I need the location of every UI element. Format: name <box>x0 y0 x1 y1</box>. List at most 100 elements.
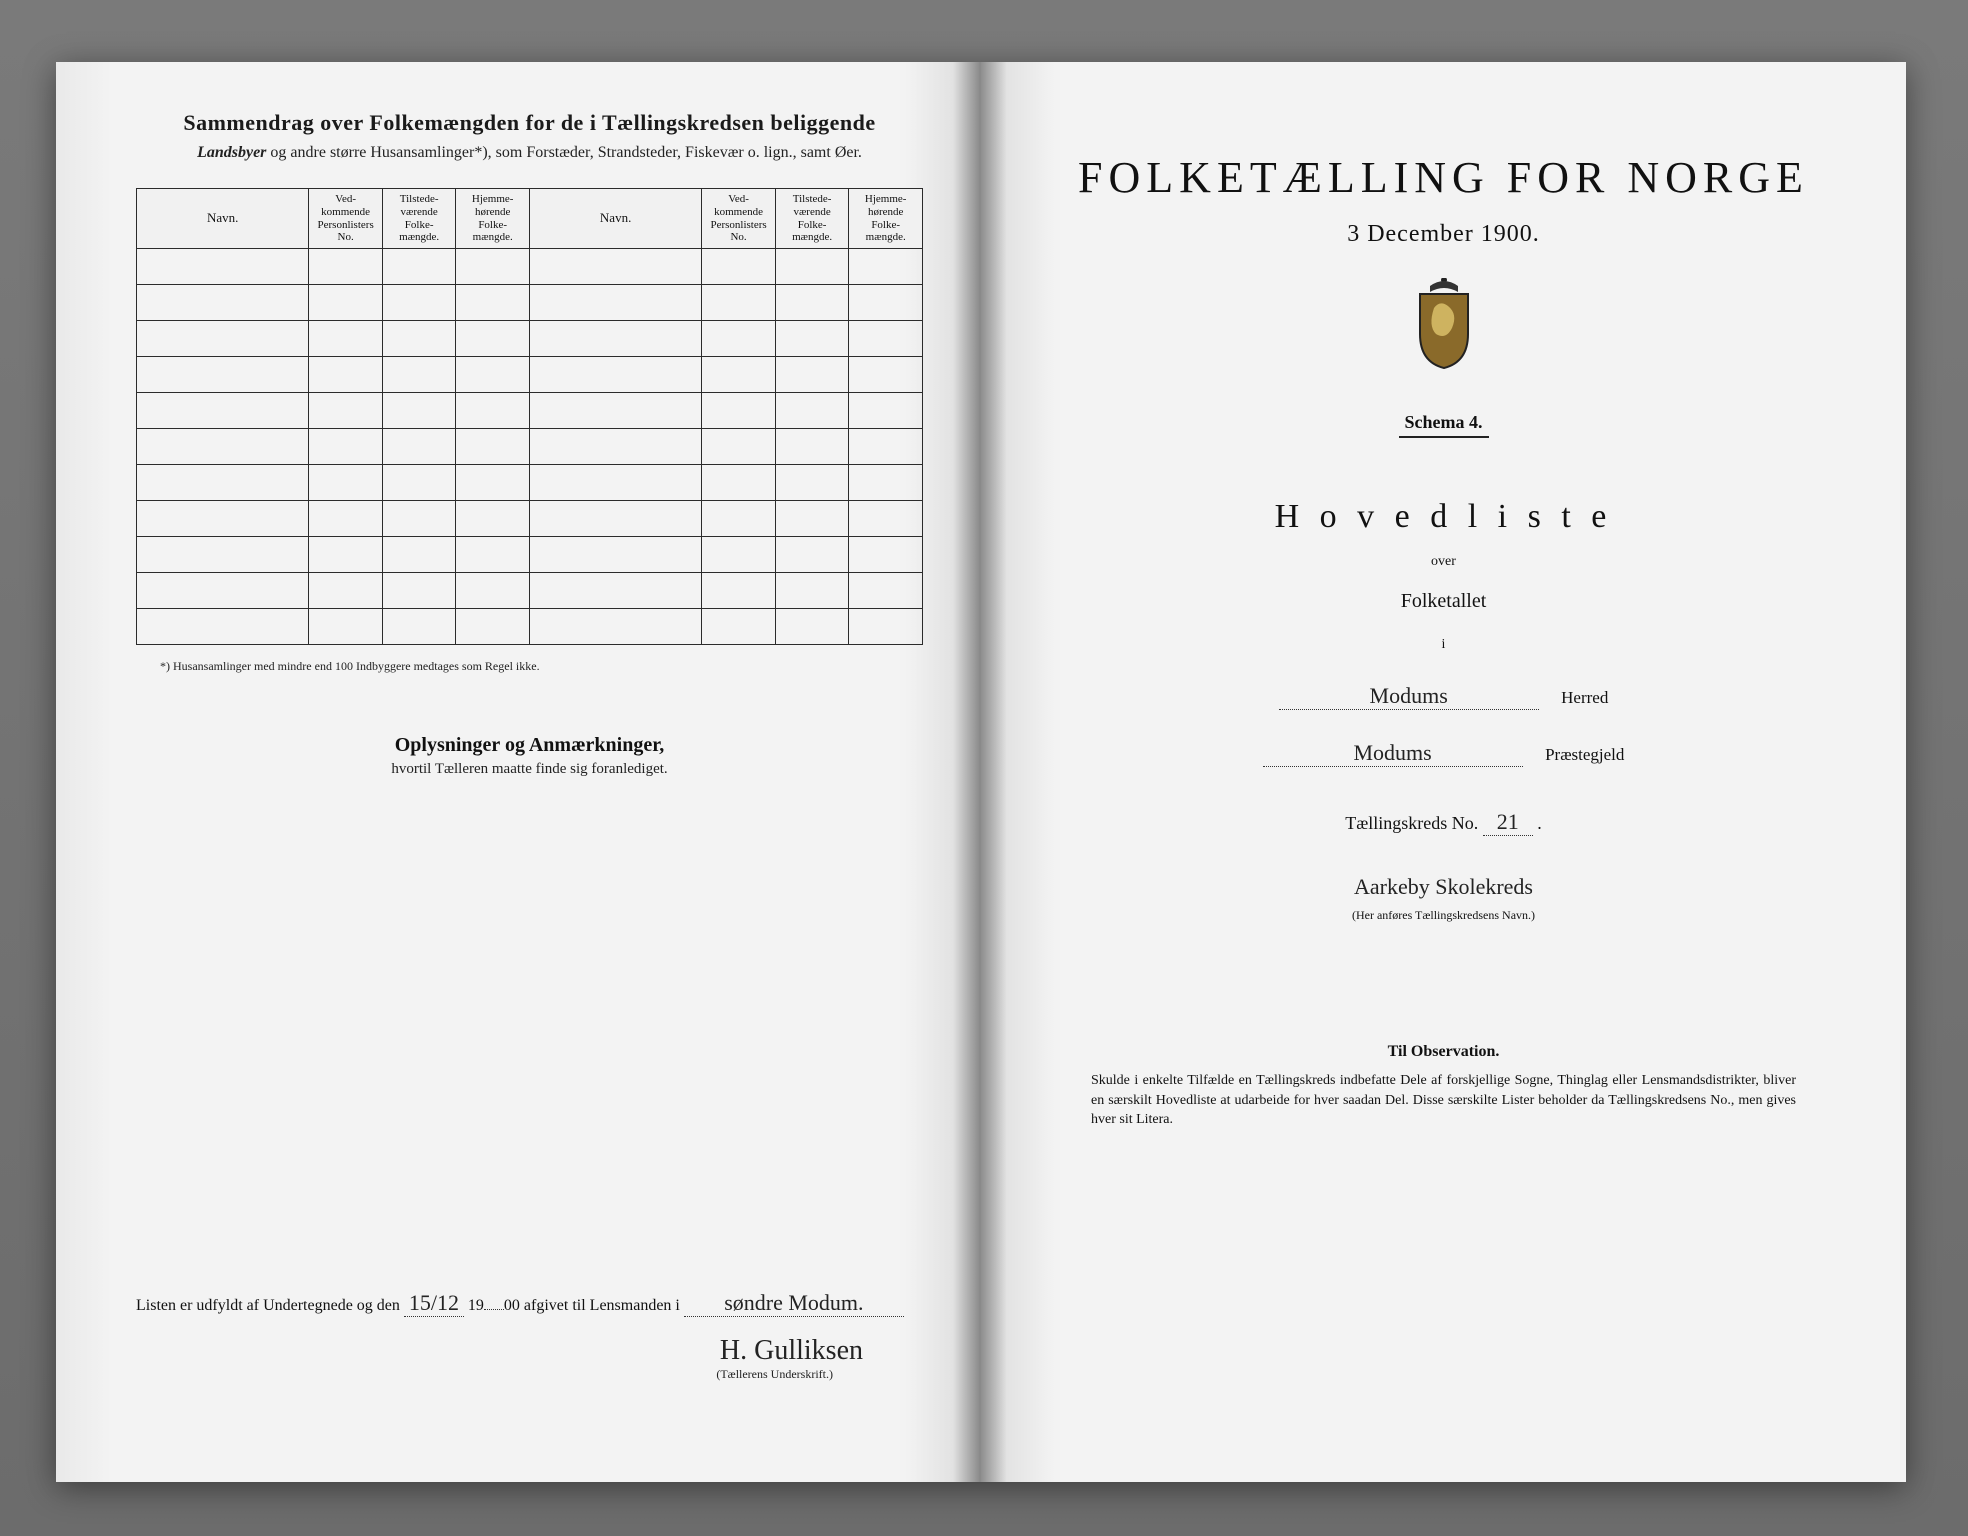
kreds-period: . <box>1537 813 1542 833</box>
table-cell <box>529 608 701 644</box>
praestegjeld-label: Præstegjeld <box>1545 745 1624 765</box>
spine-shadow-left <box>953 62 979 1482</box>
table-cell <box>137 248 309 284</box>
table-cell <box>775 284 849 320</box>
table-cell <box>529 500 701 536</box>
table-row <box>137 284 923 320</box>
table-cell <box>775 320 849 356</box>
table-cell <box>137 572 309 608</box>
table-cell <box>137 320 309 356</box>
table-cell <box>775 392 849 428</box>
table-cell <box>456 608 530 644</box>
praestegjeld-row: Modums Præstegjeld <box>1071 740 1816 767</box>
table-cell <box>775 572 849 608</box>
table-cell <box>137 464 309 500</box>
table-cell <box>529 464 701 500</box>
table-cell <box>456 356 530 392</box>
table-cell <box>456 500 530 536</box>
table-cell <box>382 464 456 500</box>
table-cell <box>775 464 849 500</box>
table-row <box>137 608 923 644</box>
herred-value: Modums <box>1279 683 1539 710</box>
table-row <box>137 428 923 464</box>
table-cell <box>309 572 383 608</box>
table-cell <box>849 464 923 500</box>
table-cell <box>382 356 456 392</box>
table-cell <box>529 392 701 428</box>
table-cell <box>382 392 456 428</box>
table-cell <box>775 428 849 464</box>
table-cell <box>137 356 309 392</box>
table-cell <box>137 392 309 428</box>
summary-subtitle: Landsbyer og andre større Husansamlinger… <box>136 142 923 164</box>
table-cell <box>702 572 776 608</box>
table-cell <box>702 392 776 428</box>
table-cell <box>849 356 923 392</box>
col-hjemme-2: Hjemme- hørende Folke- mængde. <box>849 189 923 249</box>
table-cell <box>137 284 309 320</box>
hovedliste: H o v e d l i s t e <box>1071 498 1816 536</box>
kreds-name: Aarkeby Skolekreds <box>1354 874 1533 899</box>
table-cell <box>309 320 383 356</box>
col-personlister-1: Ved- kommende Personlisters No. <box>309 189 383 249</box>
summary-table: Navn. Ved- kommende Personlisters No. Ti… <box>136 188 923 645</box>
census-title: FOLKETÆLLING FOR NORGE <box>1071 152 1816 203</box>
attest-date: 15/12 <box>404 1290 464 1317</box>
table-row <box>137 248 923 284</box>
right-content: FOLKETÆLLING FOR NORGE 3 December 1900. … <box>1071 152 1816 1422</box>
table-cell <box>309 392 383 428</box>
table-cell <box>309 428 383 464</box>
observation-title: Til Observation. <box>1071 1043 1816 1061</box>
attest-prefix: Listen er udfyldt af Undertegnede og den <box>136 1297 404 1314</box>
observation-body: Skulde i enkelte Tilfælde en Tællingskre… <box>1071 1071 1816 1130</box>
table-cell <box>849 284 923 320</box>
observation-block: Til Observation. Skulde i enkelte Tilfæl… <box>1071 1043 1816 1130</box>
attest-year-blank <box>484 1309 504 1310</box>
table-cell <box>775 500 849 536</box>
table-cell <box>529 572 701 608</box>
over-label: over <box>1071 554 1816 570</box>
table-row <box>137 464 923 500</box>
table-row <box>137 392 923 428</box>
table-cell <box>137 500 309 536</box>
right-page: FOLKETÆLLING FOR NORGE 3 December 1900. … <box>981 62 1906 1482</box>
table-cell <box>849 248 923 284</box>
attest-place: søndre Modum. <box>684 1290 904 1317</box>
table-cell <box>702 464 776 500</box>
left-content: Sammendrag over Folkemængden for de i Tæ… <box>136 110 923 1422</box>
table-cell <box>456 464 530 500</box>
spine-shadow-right <box>981 62 1007 1482</box>
table-cell <box>702 284 776 320</box>
table-cell <box>137 536 309 572</box>
kreds-no-row: Tællingskreds No. 21 . <box>1071 809 1816 836</box>
table-cell <box>849 608 923 644</box>
table-cell <box>382 428 456 464</box>
table-cell <box>702 536 776 572</box>
signature-block: H. Gulliksen <box>136 1335 923 1367</box>
table-cell <box>382 284 456 320</box>
attest-year-suffix: 00 afgivet til Lensmanden i <box>504 1297 684 1314</box>
table-cell <box>309 356 383 392</box>
kreds-prefix: Tællingskreds No. <box>1345 813 1483 833</box>
table-cell <box>849 320 923 356</box>
praestegjeld-value: Modums <box>1263 740 1523 767</box>
col-personlister-2: Ved- kommende Personlisters No. <box>702 189 776 249</box>
table-cell <box>456 320 530 356</box>
table-footnote: *) Husansamlinger med mindre end 100 Ind… <box>136 659 923 674</box>
attest-year-prefix: 19 <box>468 1297 484 1314</box>
table-row <box>137 320 923 356</box>
table-cell <box>775 248 849 284</box>
census-date: 3 December 1900. <box>1071 221 1816 248</box>
table-cell <box>382 320 456 356</box>
table-cell <box>382 536 456 572</box>
kreds-name-row: Aarkeby Skolekreds <box>1071 874 1816 900</box>
table-row <box>137 500 923 536</box>
table-cell <box>849 536 923 572</box>
col-tilstede-1: Tilstede- værende Folke- mængde. <box>382 189 456 249</box>
table-cell <box>456 284 530 320</box>
col-tilstede-2: Tilstede- værende Folke- mængde. <box>775 189 849 249</box>
attestation-block: Listen er udfyldt af Undertegnede og den… <box>136 1290 923 1382</box>
table-cell <box>702 608 776 644</box>
herred-label: Herred <box>1561 688 1608 708</box>
table-cell <box>529 284 701 320</box>
